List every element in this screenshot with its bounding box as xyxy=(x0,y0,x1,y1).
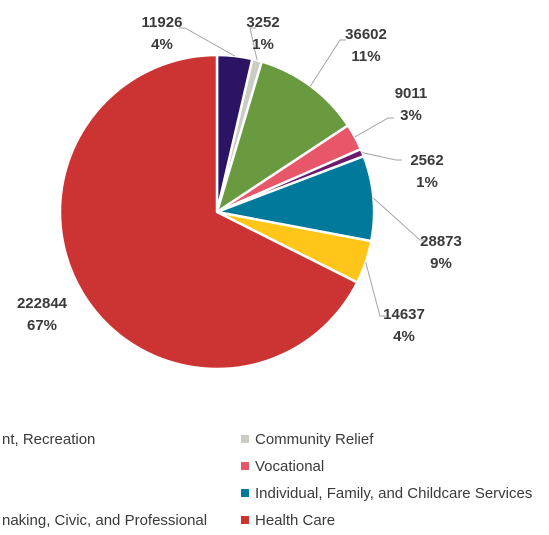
slice-percent-label-4: 1% xyxy=(416,174,438,191)
leader-lines xyxy=(179,27,426,317)
legend-swatch-1 xyxy=(241,435,249,443)
legend: nt, Recreation Community Relief Vocational… xyxy=(2,431,532,529)
leader-line-3 xyxy=(354,117,394,138)
legend-label-1: Community Relief xyxy=(255,431,374,448)
leader-line-2 xyxy=(310,39,346,87)
slice-percent-label-7: 67% xyxy=(27,317,57,334)
slice-value-label-1: 3252 xyxy=(246,14,279,31)
leader-line-6 xyxy=(365,262,386,317)
pie-slice-7 xyxy=(58,53,359,371)
slice-value-label-0: 11926 xyxy=(142,14,183,31)
slice-percent-label-6: 4% xyxy=(393,328,415,345)
legend-label-5: Health Care xyxy=(255,512,335,529)
legend-label-0: nt, Recreation xyxy=(2,431,95,448)
data-labels: 11926 4% 3252 1% 36602 11% 9011 3% 2562 1% 28873 9%… xyxy=(17,14,462,345)
slice-percent-label-5: 9% xyxy=(430,255,452,272)
leader-line-5 xyxy=(373,197,426,241)
slice-percent-label-1: 1% xyxy=(252,36,274,53)
legend-swatch-2 xyxy=(241,462,249,470)
legend-swatch-3 xyxy=(241,489,249,497)
pie-slice-2 xyxy=(215,60,350,214)
slice-value-label-7: 222844 xyxy=(17,295,68,312)
slice-percent-label-2: 11% xyxy=(351,48,380,65)
slice-percent-label-3: 3% xyxy=(400,107,422,124)
legend-label-2: Vocational xyxy=(255,458,324,475)
slice-value-label-6: 14637 xyxy=(383,306,425,323)
slice-value-label-2: 36602 xyxy=(345,26,387,43)
legend-swatch-5 xyxy=(241,516,249,524)
leader-line-0 xyxy=(179,27,236,57)
slice-percent-label-0: 4% xyxy=(151,36,173,53)
legend-label-4: naking, Civic, and Professional xyxy=(2,512,207,529)
leader-line-1 xyxy=(249,27,258,61)
leader-line-4 xyxy=(362,152,402,161)
pie-slice-5 xyxy=(215,154,376,243)
slice-value-label-5: 28873 xyxy=(420,233,462,250)
slice-value-label-4: 2562 xyxy=(410,152,443,169)
pie-slices xyxy=(58,53,376,371)
slice-value-label-3: 9011 xyxy=(395,85,428,102)
legend-label-3: Individual, Family, and Childcare Servic… xyxy=(255,485,532,502)
